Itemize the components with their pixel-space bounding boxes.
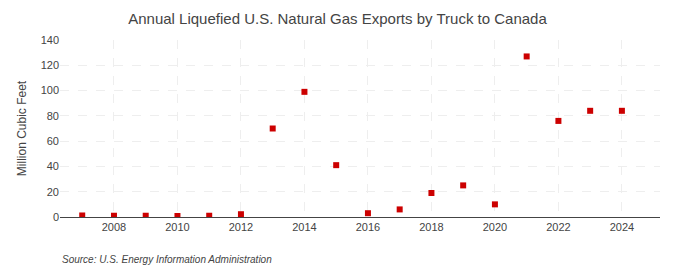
svg-text:2014: 2014 <box>292 221 316 233</box>
svg-text:2016: 2016 <box>356 221 380 233</box>
svg-text:2008: 2008 <box>102 221 126 233</box>
svg-text:Million Cubic Feet: Million Cubic Feet <box>15 80 29 176</box>
svg-text:120: 120 <box>41 59 59 71</box>
svg-text:100: 100 <box>41 84 59 96</box>
svg-text:80: 80 <box>47 110 59 122</box>
svg-text:20: 20 <box>47 186 59 198</box>
svg-text:140: 140 <box>41 34 59 46</box>
svg-text:2024: 2024 <box>610 221 634 233</box>
svg-text:2012: 2012 <box>229 221 253 233</box>
svg-text:2010: 2010 <box>165 221 189 233</box>
svg-text:0: 0 <box>53 211 59 223</box>
svg-text:Annual Liquefied U.S. Natural: Annual Liquefied U.S. Natural Gas Export… <box>128 10 547 27</box>
svg-text:2022: 2022 <box>546 221 570 233</box>
svg-text:40: 40 <box>47 160 59 172</box>
svg-text:Source: U.S. Energy Informatio: Source: U.S. Energy Information Administ… <box>62 254 272 265</box>
svg-text:60: 60 <box>47 135 59 147</box>
svg-text:2020: 2020 <box>483 221 507 233</box>
svg-text:2018: 2018 <box>419 221 443 233</box>
